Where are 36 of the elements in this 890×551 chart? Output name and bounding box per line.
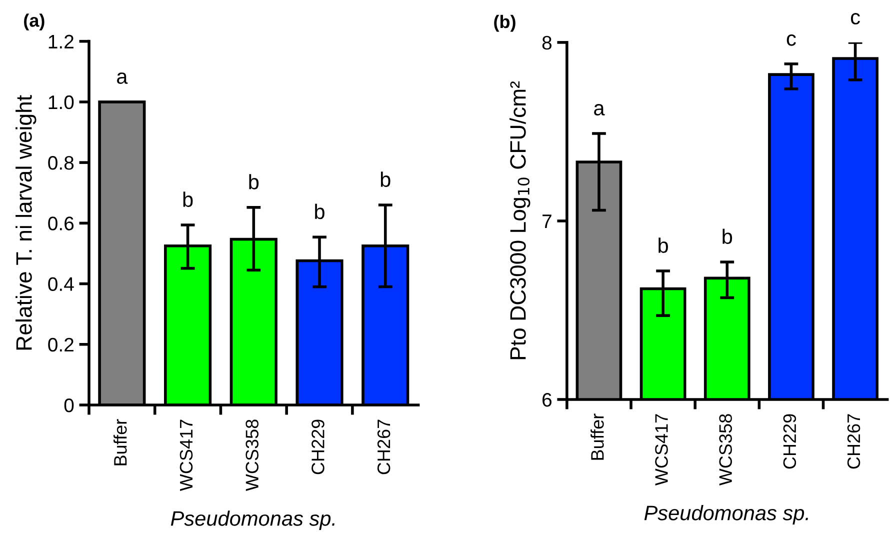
x-tick-label: Buffer [590,414,604,460]
x-axis-title: Pseudomonas sp. [644,505,808,524]
x-tick-label: CH229 [783,414,796,469]
annotation: b [722,228,732,244]
chart-title: (b) [494,14,516,32]
x-tick-label: CH229 [312,420,324,474]
annotation: b [315,204,324,220]
y-tick-label: 0.8 [48,156,74,170]
y-tick-label: 1.2 [48,34,74,48]
annotation: b [658,238,668,253]
x-tick-label: WCS417 [180,420,193,492]
x-tick-label: WCS358 [246,420,258,492]
x-tick-label: WCS417 [655,414,668,486]
x-tick-label: Buffer [114,419,127,466]
y-axis-title: Relative T. ni larval weight [16,95,36,350]
y-tick-label: 0 [64,398,74,412]
x-axis-title: Pseudomonas sp. [170,510,334,530]
annotation: b [380,172,390,187]
y-tick-label: 1.0 [48,95,74,110]
y-tick-label: 0.4 [48,277,74,291]
annotation: b [183,192,193,207]
annotation: a [117,72,128,84]
annotation: b [249,174,259,190]
x-tick-label: CH267 [847,414,860,469]
annotation: a [594,104,605,116]
annotation: c [786,34,796,46]
y-tick-label: 7 [542,214,552,228]
annotation: c [850,13,860,24]
y-tick-label: 6 [542,392,552,407]
x-tick-label: CH267 [377,420,390,474]
chart-title: (a) [24,14,44,30]
y-axis-title: Pto DC3000 Log$_{10}$ CFU/cm² [510,81,530,360]
x-tick-label: WCS358 [719,414,732,486]
y-tick-label: 0.2 [48,338,74,352]
y-tick-label: 8 [542,36,552,50]
y-tick-label: 0.6 [48,216,74,230]
